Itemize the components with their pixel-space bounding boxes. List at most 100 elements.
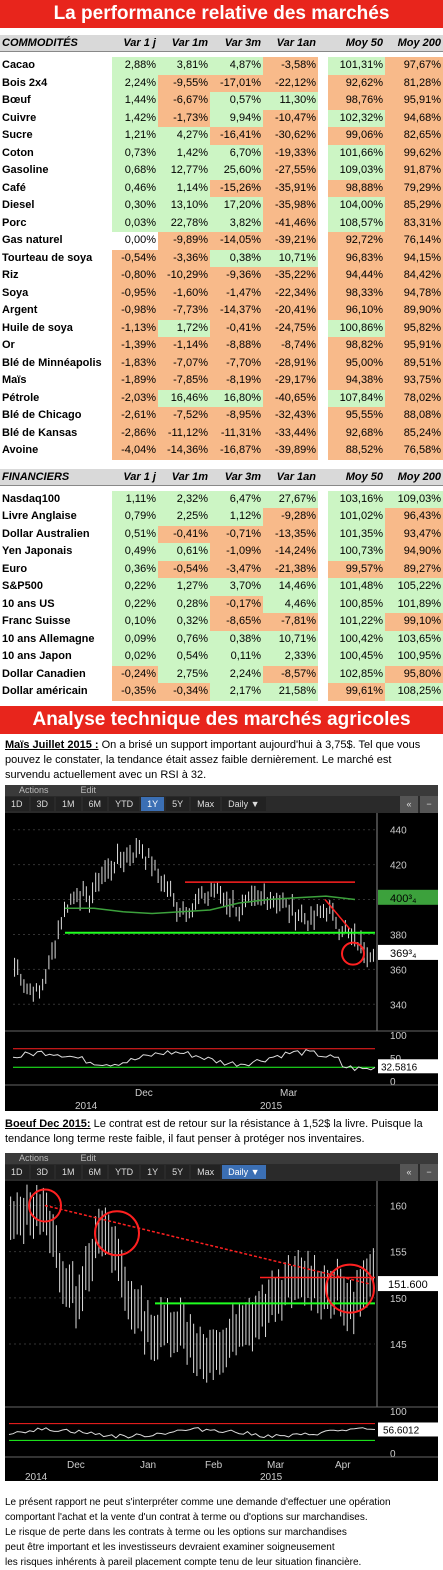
period-6m-button[interactable]: 6M: [82, 1165, 108, 1179]
financial-header-2: Var 1m: [158, 468, 210, 486]
commodity-row: Cacao 2,88% 3,81% 4,87% -3,58% 101,31% 97,67%: [0, 57, 443, 75]
price-axis-tick: 340: [390, 1000, 407, 1011]
period-3d-button[interactable]: 3D: [30, 1165, 55, 1179]
commodity-row: Blé de Chicago -2,61% -7,52% -8,95% -32,43% 9…: [0, 407, 443, 425]
market-value: -16,41%: [210, 127, 263, 145]
market-value: 92,62%: [328, 74, 385, 92]
market-value: 1,12%: [210, 508, 263, 526]
actions-menu[interactable]: Actions: [19, 1152, 49, 1163]
prev-icon[interactable]: «: [400, 795, 418, 813]
period-3d-button[interactable]: 3D: [30, 797, 55, 811]
market-value: 2,88%: [112, 57, 158, 75]
market-value: 14,46%: [263, 578, 318, 596]
market-value: 94,38%: [328, 372, 385, 390]
market-value: 10,71%: [263, 249, 318, 267]
market-value: -7,52%: [158, 407, 210, 425]
market-value: 3,81%: [158, 57, 210, 75]
x-axis-year: 2015: [260, 1472, 283, 1481]
market-value: 22,78%: [158, 214, 210, 232]
market-value: 0,11%: [210, 648, 263, 666]
edit-menu[interactable]: Edit: [80, 784, 97, 795]
market-value: 97,67%: [385, 57, 443, 75]
commodity-header-5: Moy 50: [328, 35, 385, 52]
market-value: 109,03%: [385, 490, 443, 508]
market-name: Maïs: [2, 374, 27, 386]
financial-row: Euro 0,36% -0,54% -3,47% -21,38% 99,57% 89,27%: [0, 560, 443, 578]
market-value: 94,44%: [328, 267, 385, 285]
market-value: -1,83%: [112, 354, 158, 372]
interval-dropdown[interactable]: Daily ▼: [222, 797, 266, 811]
period-1d-button[interactable]: 1D: [5, 797, 29, 811]
market-value: -0,35%: [112, 683, 158, 701]
market-value: -19,33%: [263, 144, 318, 162]
financial-row: Nasdaq100 1,11% 2,32% 6,47% 27,67% 103,16% 109…: [0, 490, 443, 508]
market-value: 1,27%: [158, 578, 210, 596]
market-value: 12,77%: [158, 162, 210, 180]
period-1y-button[interactable]: 1Y: [141, 797, 165, 811]
rsi-line: [12, 1048, 376, 1071]
market-name: S&P500: [2, 580, 43, 592]
x-axis-month: Feb: [205, 1460, 223, 1471]
market-value: -8,57%: [263, 665, 318, 683]
market-value: -22,34%: [263, 284, 318, 302]
market-value: 100,95%: [385, 648, 443, 666]
period-6m-button[interactable]: 6M: [82, 797, 108, 811]
market-value: 93,47%: [385, 525, 443, 543]
market-value: 98,76%: [328, 92, 385, 110]
commodity-row: Or -1,39% -1,14% -8,88% -8,74% 98,82% 95,91%: [0, 337, 443, 355]
rsi-axis-tick: 0: [390, 1077, 396, 1088]
market-value: -0,54%: [112, 249, 158, 267]
last-label-bg: [378, 1275, 438, 1291]
rsi-value-label: 56.6012: [383, 1425, 420, 1436]
price-axis-tick: 155: [390, 1247, 407, 1258]
market-name: Dollar Canadien: [2, 667, 86, 680]
market-value: 82,65%: [385, 127, 443, 145]
market-value: 6,47%: [210, 490, 263, 508]
x-axis-month: Jan: [140, 1460, 156, 1471]
market-value: 0,28%: [158, 595, 210, 613]
downtrend-line: [44, 1204, 371, 1285]
interval-dropdown[interactable]: Daily ▼: [222, 1165, 266, 1179]
market-value: -10,47%: [263, 109, 318, 127]
period-5y-button[interactable]: 5Y: [166, 1165, 190, 1179]
period-1m-button[interactable]: 1M: [56, 797, 81, 811]
commodity-row: Pétrole -2,03% 16,46% 16,80% -40,65% 107,84% 7…: [0, 389, 443, 407]
actions-menu[interactable]: Actions: [19, 784, 49, 795]
market-value: -2,86%: [112, 424, 158, 442]
market-value: -17,01%: [210, 74, 263, 92]
period-1m-button[interactable]: 1M: [56, 1165, 81, 1179]
market-name: Sucre: [2, 129, 33, 141]
prev-icon[interactable]: «: [400, 1163, 418, 1181]
collapse-icon[interactable]: −: [420, 1163, 438, 1181]
boeuf-label: Boeuf Dec 2015:: [5, 1117, 91, 1130]
market-value: -16,87%: [210, 442, 263, 460]
commodity-row: Blé de Minnéapolis -1,83% -7,07% -7,70% -28,…: [0, 354, 443, 372]
market-value: -39,89%: [263, 442, 318, 460]
period-1d-button[interactable]: 1D: [5, 1165, 29, 1179]
moving-average-line: [65, 894, 356, 914]
market-value: 95,00%: [328, 354, 385, 372]
collapse-icon[interactable]: −: [420, 795, 438, 813]
market-value: 0,61%: [158, 543, 210, 561]
market-value: -1,47%: [210, 284, 263, 302]
disclaimer-line: comportant l'achat et la vente d'un cont…: [5, 1511, 368, 1523]
market-value: 94,90%: [385, 543, 443, 561]
market-value: 0,51%: [112, 525, 158, 543]
market-value: 0,09%: [112, 630, 158, 648]
financial-header-3: Var 3m: [210, 468, 263, 486]
period-ytd-button[interactable]: YTD: [109, 1165, 140, 1179]
commodity-row: Blé de Kansas -2,86% -11,12% -11,31% -33,44%…: [0, 424, 443, 442]
period-5y-button[interactable]: 5Y: [166, 797, 190, 811]
market-value: -8,88%: [210, 337, 263, 355]
financial-row: Dollar américain -0,35% -0,34% 2,17% 21,58% 9…: [0, 683, 443, 701]
section-title: Analyse technique des marchés agricoles: [0, 705, 443, 734]
market-value: 105,22%: [385, 578, 443, 596]
market-value: 1,42%: [158, 144, 210, 162]
edit-menu[interactable]: Edit: [80, 1152, 97, 1163]
period-1y-button[interactable]: 1Y: [141, 1165, 165, 1179]
market-value: 0,54%: [158, 648, 210, 666]
period-max-button[interactable]: Max: [191, 1165, 221, 1179]
market-value: -7,07%: [158, 354, 210, 372]
period-max-button[interactable]: Max: [191, 797, 221, 811]
period-ytd-button[interactable]: YTD: [109, 797, 140, 811]
